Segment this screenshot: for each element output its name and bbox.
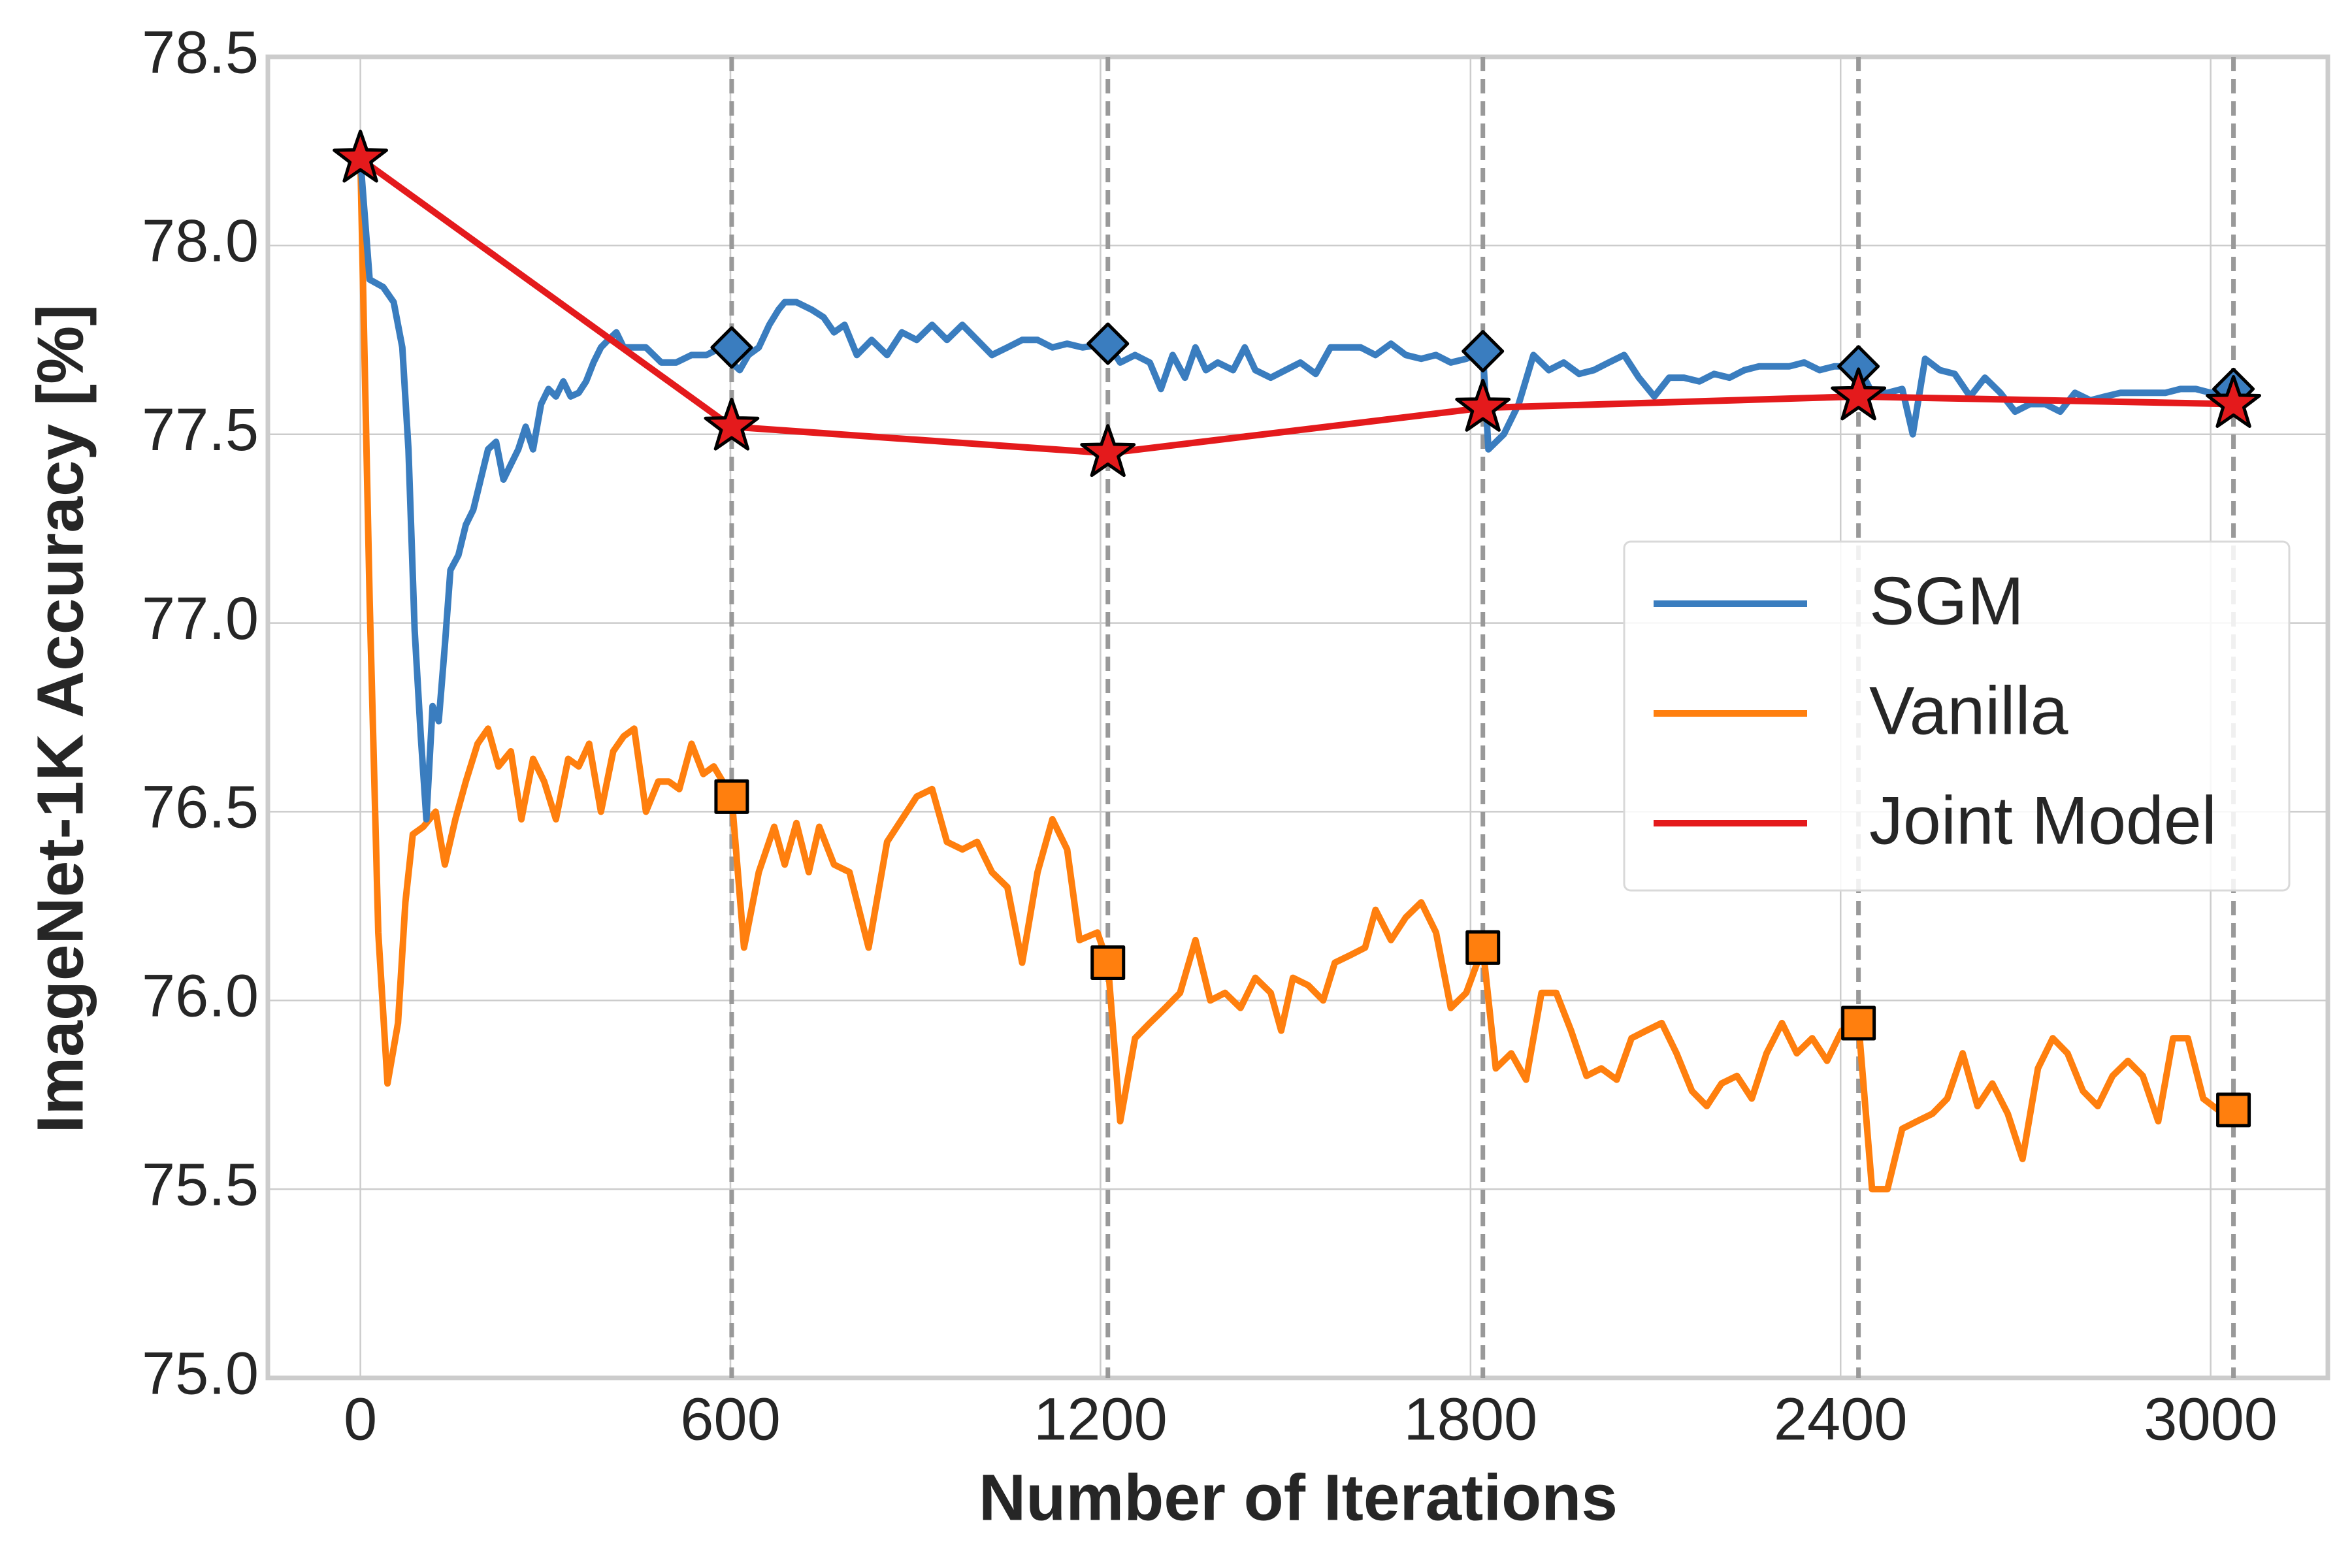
- x-tick-label: 0: [344, 1386, 377, 1452]
- marker: [1090, 945, 1126, 981]
- x-tick-label: 3000: [2144, 1386, 2278, 1452]
- marker: [1465, 930, 1501, 965]
- y-tick-label: 78.0: [142, 208, 259, 274]
- legend-label: SGM: [1869, 563, 2024, 639]
- marker: [333, 129, 388, 183]
- y-tick-label: 78.5: [142, 19, 259, 86]
- y-axis-title: ImageNet-1K Accuracy [%]: [24, 304, 97, 1134]
- y-tick-label: 77.5: [142, 397, 259, 463]
- marker: [1086, 322, 1130, 365]
- y-tick-label: 76.5: [142, 774, 259, 841]
- x-axis-title: Number of Iterations: [979, 1461, 1618, 1534]
- plot-frame: [265, 54, 2330, 1380]
- y-tick-label: 75.0: [142, 1340, 259, 1407]
- x-tick-label: 1800: [1403, 1386, 1537, 1452]
- x-tick-label: 1200: [1034, 1386, 1168, 1452]
- x-tick-label: 2400: [1774, 1386, 1908, 1452]
- x-tick-label: 600: [680, 1386, 781, 1452]
- marker: [1455, 378, 1511, 432]
- series-line: [357, 158, 2221, 1193]
- marker: [2216, 1092, 2251, 1128]
- y-tick-label: 77.0: [142, 585, 259, 652]
- marker: [2206, 375, 2261, 428]
- legend-label: Vanilla: [1869, 673, 2068, 749]
- series-line: [358, 155, 2234, 457]
- marker: [710, 326, 753, 369]
- marker: [1831, 367, 1887, 421]
- legend-box: [1623, 540, 2291, 892]
- marker: [704, 397, 760, 451]
- marker: [1080, 424, 1136, 478]
- marker: [1841, 1005, 1876, 1041]
- legend-label: Joint Model: [1869, 783, 2217, 858]
- marker: [714, 779, 749, 814]
- marker: [1462, 330, 1505, 373]
- y-tick-label: 75.5: [142, 1151, 259, 1218]
- y-tick-label: 76.0: [142, 963, 259, 1030]
